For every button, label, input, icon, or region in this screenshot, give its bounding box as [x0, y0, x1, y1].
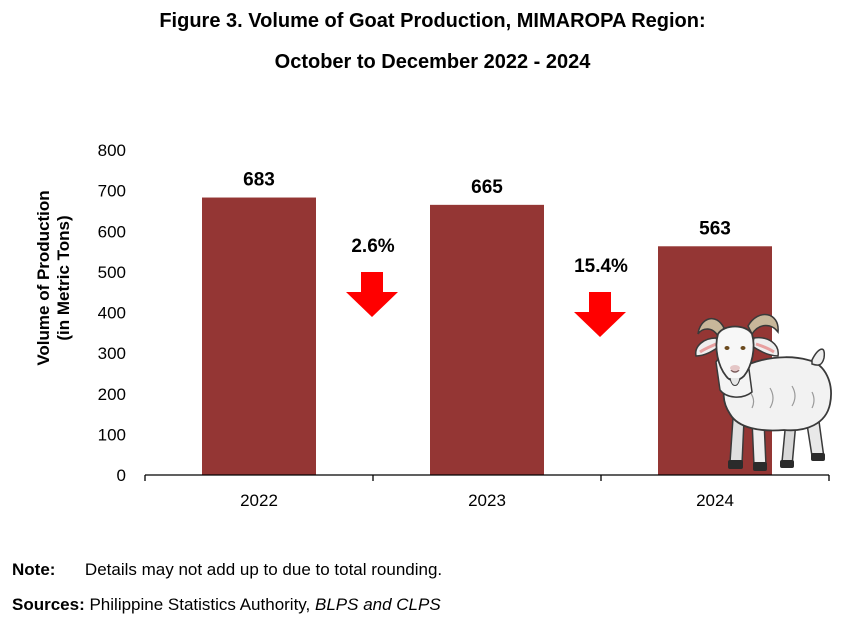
y-tick-label: 100	[98, 425, 126, 444]
note-label: Note:	[12, 560, 56, 579]
bar-chart: Volume of Production (in Metric Tons) 0 1…	[34, 141, 832, 510]
sources-line: Sources: Philippine Statistics Authority…	[12, 595, 441, 615]
down-arrow-icon	[346, 272, 398, 317]
x-tick-label-2023: 2023	[468, 491, 506, 510]
change-percent-label: 15.4%	[574, 256, 628, 277]
y-tick-label: 500	[98, 263, 126, 282]
change-percent-label: 2.6%	[351, 236, 394, 257]
sources-text: Philippine Statistics Authority,	[84, 595, 315, 614]
chart-title-line-2: October to December 2022 - 2024	[274, 51, 591, 73]
data-label-2022: 683	[243, 170, 275, 191]
bars: 683 665 563	[202, 170, 772, 475]
y-axis-label-line-2: (in Metric Tons)	[54, 215, 73, 340]
y-tick-label: 400	[98, 304, 126, 323]
down-arrow-icon	[574, 292, 626, 337]
note-text: Details may not add up to due to total r…	[84, 560, 443, 579]
change-annotations: 2.6% 15.4%	[346, 236, 628, 337]
bar-2023	[430, 204, 544, 475]
y-tick-label: 600	[98, 222, 126, 241]
x-tick-label-2022: 2022	[240, 491, 278, 510]
y-axis-label: Volume of Production (in Metric Tons)	[34, 190, 73, 365]
x-tick-label-2024: 2024	[696, 491, 734, 510]
y-tick-label: 200	[98, 385, 126, 404]
x-axis: 2022 2023 2024	[144, 474, 830, 510]
note-line: Note: Details may not add up to due to t…	[12, 560, 442, 580]
bar-2022	[202, 197, 316, 475]
y-tick-label: 700	[98, 182, 126, 201]
data-label-2023: 665	[471, 177, 503, 198]
chart-title-line-1: Figure 3. Volume of Goat Production, MIM…	[159, 10, 706, 32]
y-axis-label-line-1: Volume of Production	[34, 190, 53, 365]
y-axis-ticks: 0 100 200 300 400 500 600 700 800	[98, 141, 126, 485]
y-tick-label: 300	[98, 344, 126, 363]
data-label-2024: 563	[699, 218, 731, 239]
y-tick-label: 0	[117, 466, 126, 485]
goat-icon	[695, 313, 832, 471]
sources-label: Sources:	[12, 595, 85, 614]
y-tick-label: 800	[98, 141, 126, 160]
sources-italic-text: BLPS and CLPS	[315, 595, 441, 614]
